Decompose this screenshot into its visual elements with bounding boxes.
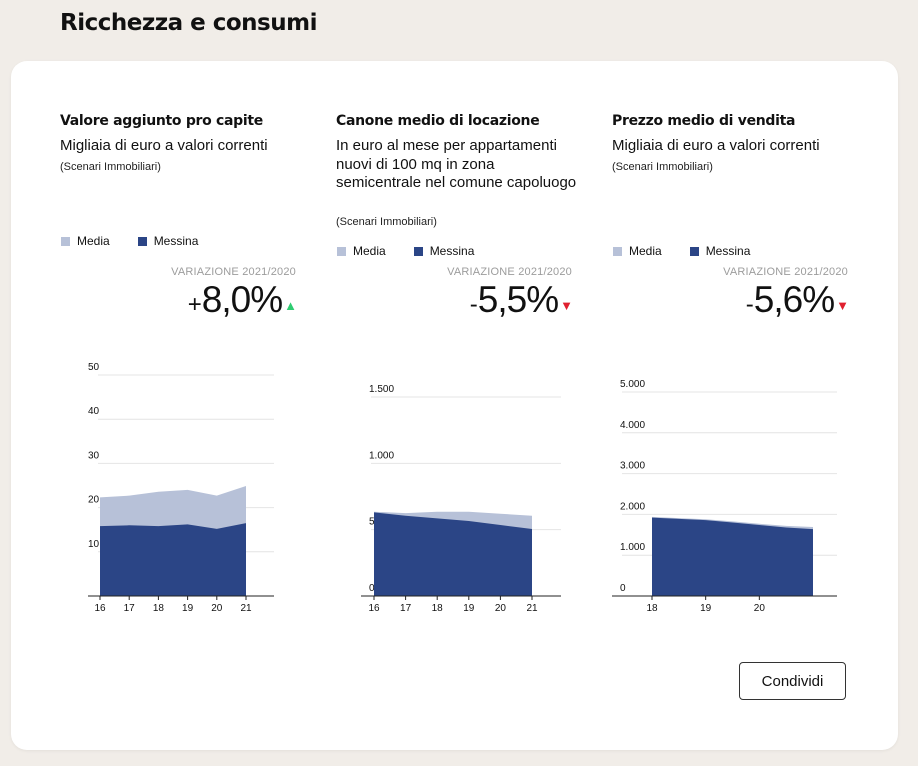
legend-item-messina: Messina — [137, 234, 199, 248]
y-tick-label: 30 — [88, 450, 100, 461]
panel-prezzo-vendita: Prezzo medio di vendita Migliaia di euro… — [612, 61, 862, 621]
area-chart: 0 1.000 2.000 3.000 4.000 5.000 18 19 20 — [612, 379, 837, 614]
triangle-up-icon: ▲ — [284, 298, 297, 313]
area-messina — [652, 517, 813, 596]
y-tick-label: 10 — [88, 539, 100, 550]
legend-label: Media — [629, 244, 662, 258]
x-tick-label: 16 — [368, 603, 380, 614]
chart-source: (Scenari Immobiliari) — [612, 161, 713, 173]
panel-valore-aggiunto: Valore aggiunto pro capite Migliaia di e… — [60, 61, 310, 621]
x-tick-label: 21 — [240, 603, 252, 614]
x-tick-label: 17 — [124, 603, 136, 614]
x-tick-label: 16 — [94, 603, 106, 614]
y-tick-label: 3.000 — [620, 461, 645, 472]
chart-subtitle: Migliaia di euro a valori correnti — [612, 137, 820, 154]
variation-value: - 5,5% ▼ — [469, 279, 573, 321]
x-tick-label: 20 — [495, 603, 507, 614]
card: Valore aggiunto pro capite Migliaia di e… — [11, 61, 898, 750]
y-tick-label: 40 — [88, 406, 100, 417]
legend-label: Media — [353, 244, 386, 258]
variation-number: 8,0% — [201, 279, 283, 320]
y-tick-label: 0 — [620, 583, 626, 594]
y-tick-label: 2.000 — [620, 501, 645, 512]
triangle-down-icon: ▼ — [836, 298, 849, 313]
variation-value: + 8,0% ▲ — [187, 279, 297, 321]
legend-label: Media — [77, 234, 110, 248]
area-messina — [374, 512, 532, 596]
area-messina — [100, 523, 246, 596]
y-tick-label: 5.000 — [620, 379, 645, 390]
legend-swatch-media — [61, 236, 70, 246]
variation-value: - 5,6% ▼ — [745, 279, 849, 321]
legend-item-media: Media — [61, 234, 110, 248]
variation-label: VARIAZIONE 2021/2020 — [723, 266, 848, 278]
y-tick-label: 1.000 — [369, 450, 394, 461]
chart-legend: Media Messina — [613, 244, 750, 258]
legend-item-media: Media — [613, 244, 662, 258]
variation-sign: + — [187, 291, 202, 318]
y-tick-label: 4.000 — [620, 420, 645, 431]
variation-sign: - — [745, 291, 754, 318]
variation-number: 5,5% — [477, 279, 559, 320]
chart-area: 0 1.000 2.000 3.000 4.000 5.000 18 19 20 — [612, 339, 862, 626]
chart-title: Valore aggiunto pro capite — [60, 113, 263, 129]
chart-subtitle: Migliaia di euro a valori correnti — [60, 137, 268, 154]
triangle-down-icon: ▼ — [560, 298, 573, 313]
chart-title: Prezzo medio di vendita — [612, 113, 796, 129]
x-tick-label: 20 — [211, 603, 223, 614]
legend-item-messina: Messina — [689, 244, 751, 258]
x-tick-label: 18 — [153, 603, 165, 614]
legend-item-messina: Messina — [413, 244, 475, 258]
legend-swatch-messina — [689, 246, 699, 256]
variation-sign: - — [469, 291, 478, 318]
legend-label: Messina — [429, 244, 475, 258]
y-tick-label: 1.000 — [620, 542, 645, 553]
x-tick-label: 19 — [700, 603, 712, 614]
chart-source: (Scenari Immobiliari) — [336, 216, 437, 228]
chart-title: Canone medio di locazione — [336, 113, 540, 129]
chart-area: 10 20 30 40 50 16 17 18 19 20 21 — [60, 359, 310, 626]
legend-label: Messina — [153, 234, 199, 248]
legend-label: Messina — [705, 244, 751, 258]
x-tick-label: 18 — [432, 603, 444, 614]
y-tick-label: 0 — [369, 583, 375, 594]
legend-swatch-media — [337, 246, 346, 256]
x-tick-label: 20 — [754, 603, 766, 614]
chart-source: (Scenari Immobiliari) — [60, 161, 161, 173]
share-button[interactable]: Condividi — [739, 662, 846, 700]
x-tick-label: 19 — [463, 603, 475, 614]
legend-swatch-messina — [413, 246, 423, 256]
x-tick-label: 19 — [182, 603, 194, 614]
variation-number: 5,6% — [753, 279, 835, 320]
y-tick-label: 20 — [88, 495, 100, 506]
chart-legend: Media Messina — [337, 244, 474, 258]
x-tick-label: 21 — [526, 603, 538, 614]
x-tick-label: 18 — [646, 603, 658, 614]
area-chart: 10 20 30 40 50 16 17 18 19 20 21 — [88, 362, 274, 614]
legend-swatch-messina — [137, 236, 147, 246]
variation-label: VARIAZIONE 2021/2020 — [447, 266, 572, 278]
variation-label: VARIAZIONE 2021/2020 — [171, 266, 296, 278]
legend-item-media: Media — [337, 244, 386, 258]
chart-subtitle: In euro al mese per appartamenti nuovi d… — [336, 137, 577, 191]
chart-legend: Media Messina — [61, 234, 198, 248]
y-tick-label: 1.500 — [369, 384, 394, 395]
panel-canone-locazione: Canone medio di locazione In euro al mes… — [336, 61, 586, 621]
legend-swatch-media — [613, 246, 622, 256]
y-tick-label: 50 — [88, 362, 100, 373]
page-title: Ricchezza e consumi — [60, 10, 317, 36]
x-tick-label: 17 — [400, 603, 412, 614]
